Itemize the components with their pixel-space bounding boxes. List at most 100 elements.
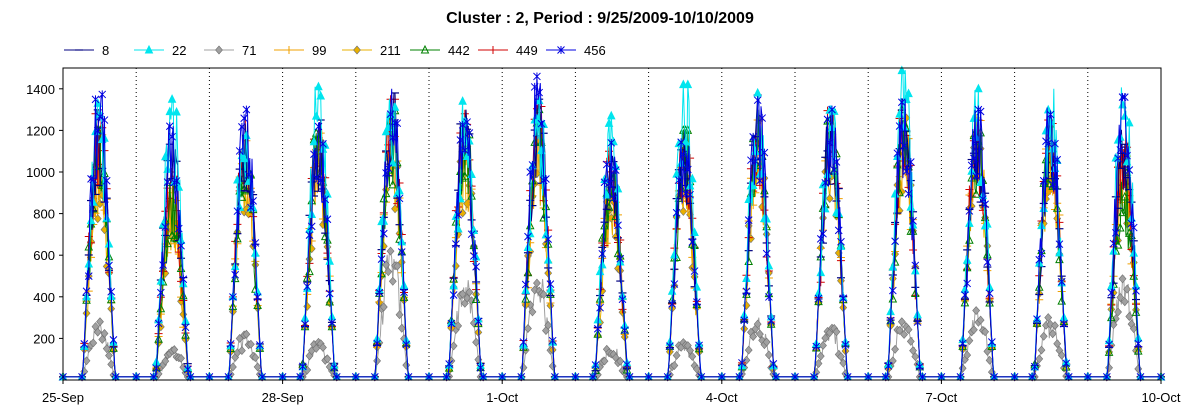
data-point <box>253 293 262 302</box>
data-point <box>985 355 994 365</box>
data-point <box>1044 139 1053 148</box>
data-point <box>744 345 753 355</box>
series-layer <box>58 65 1166 382</box>
data-point <box>314 122 323 131</box>
data-point <box>602 160 611 169</box>
data-point <box>681 189 690 198</box>
legend-swatch <box>64 49 94 51</box>
data-point <box>456 135 465 144</box>
data-point <box>812 342 821 351</box>
data-point <box>312 343 321 353</box>
data-point <box>690 227 699 236</box>
data-point <box>819 340 827 350</box>
data-point <box>100 116 109 125</box>
data-point <box>970 154 978 163</box>
legend-label: 442 <box>448 43 470 58</box>
data-point <box>445 360 454 369</box>
data-point <box>1115 222 1125 232</box>
data-point <box>828 105 836 114</box>
data-point <box>298 362 307 371</box>
data-point <box>909 245 918 254</box>
data-point <box>981 327 990 337</box>
data-point <box>904 189 913 198</box>
x-tick-label: 7-Oct <box>926 390 958 405</box>
data-point <box>965 336 974 346</box>
data-point <box>161 151 170 161</box>
data-point <box>1057 277 1066 286</box>
data-point <box>976 107 985 116</box>
data-point <box>1105 363 1113 373</box>
data-point <box>749 332 758 341</box>
data-point <box>1120 111 1130 120</box>
data-point <box>229 362 237 372</box>
y-tick-label: 1000 <box>26 165 55 180</box>
data-point <box>253 362 262 372</box>
data-point <box>96 112 104 121</box>
data-point <box>400 288 408 297</box>
data-point <box>611 166 620 175</box>
data-point <box>742 287 751 296</box>
data-point <box>310 150 318 159</box>
data-point <box>1123 151 1131 160</box>
data-point <box>472 262 480 271</box>
data-point <box>1114 154 1122 163</box>
data-point <box>821 333 830 343</box>
data-point <box>388 133 397 142</box>
data-point <box>600 178 609 187</box>
data-point <box>591 360 600 369</box>
data-point <box>1037 249 1046 258</box>
data-point <box>888 261 898 271</box>
data-point <box>609 194 618 203</box>
legend-swatch <box>546 46 576 54</box>
data-point <box>312 174 321 183</box>
data-point <box>183 365 192 374</box>
data-point <box>235 146 244 155</box>
data-point <box>379 229 388 238</box>
data-point <box>328 318 336 327</box>
data-point <box>548 336 557 345</box>
data-point <box>837 352 845 362</box>
legend-swatch <box>410 44 440 54</box>
legend-label: 211 <box>380 43 401 58</box>
data-point <box>622 364 632 374</box>
data-point <box>1111 228 1120 237</box>
data-point <box>467 230 476 239</box>
data-point <box>1053 339 1062 349</box>
data-point <box>967 161 976 170</box>
data-point <box>519 338 528 347</box>
data-point <box>688 214 697 223</box>
data-point <box>249 196 257 205</box>
data-point <box>819 229 827 238</box>
data-point <box>458 96 467 105</box>
data-point <box>109 335 118 344</box>
data-point <box>897 98 906 107</box>
data-point <box>330 363 339 372</box>
legend-label: 456 <box>584 43 606 58</box>
data-point <box>373 356 381 366</box>
data-point <box>462 151 472 160</box>
data-point <box>1124 117 1134 127</box>
legend-marker <box>489 46 497 54</box>
data-point <box>769 359 778 368</box>
data-point <box>672 208 681 217</box>
data-point <box>814 294 823 303</box>
data-point <box>1125 166 1134 175</box>
data-point <box>814 359 823 368</box>
data-point <box>242 329 251 339</box>
data-point <box>544 320 553 330</box>
data-point <box>965 206 974 215</box>
legend-swatch <box>342 45 372 55</box>
data-point <box>172 106 181 116</box>
data-point <box>1048 329 1057 339</box>
data-point <box>1033 315 1041 324</box>
legend-label: 99 <box>312 43 327 58</box>
data-point <box>765 292 773 301</box>
data-point <box>537 119 546 128</box>
data-point <box>1039 176 1048 185</box>
data-point <box>971 189 981 198</box>
data-point <box>397 247 406 256</box>
data-point <box>105 351 113 360</box>
data-point <box>816 278 825 287</box>
data-point <box>397 323 406 333</box>
legend-marker <box>215 45 223 55</box>
